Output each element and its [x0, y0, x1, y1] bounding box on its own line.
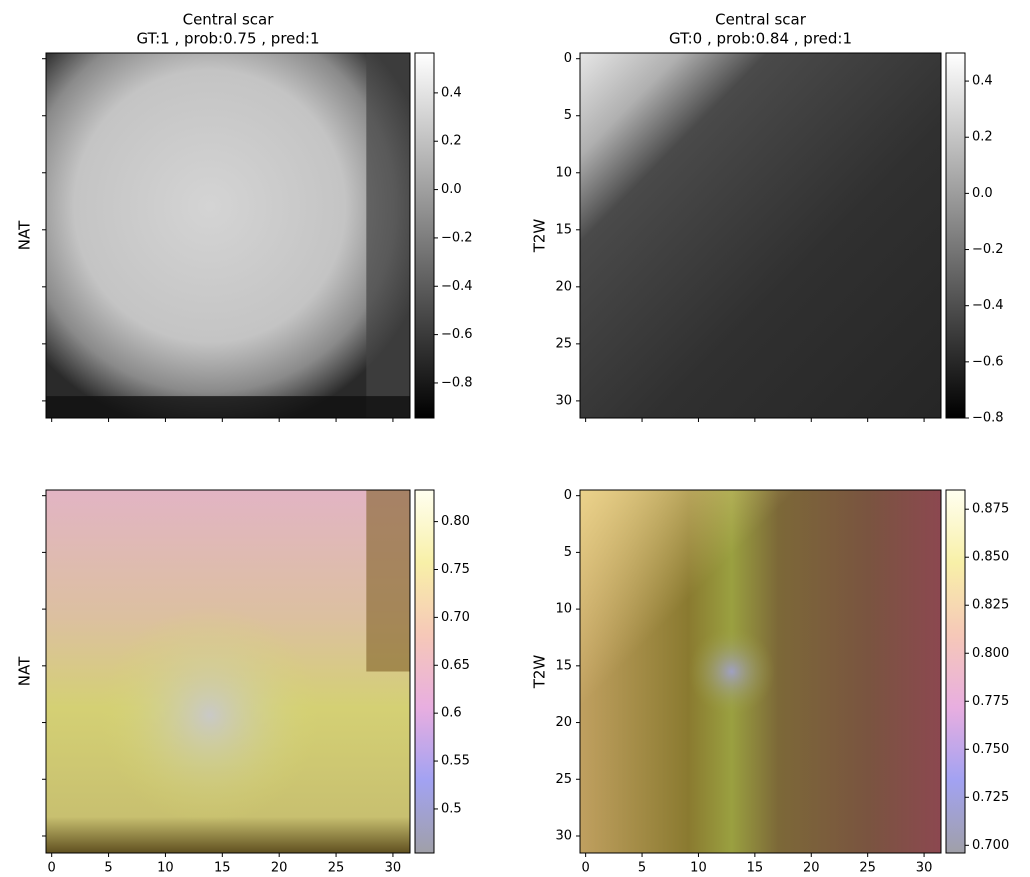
- colorbar: [945, 52, 966, 419]
- x-tick-label: 5: [104, 861, 112, 876]
- panel-subtitle: GT:1 , prob:0.75 , pred:1: [136, 30, 319, 48]
- image-region: [366, 53, 410, 418]
- x-tick-label: 10: [690, 861, 707, 876]
- colorbar-tick-label: 0.4: [972, 74, 993, 89]
- colorbar-tick-label: 0.0: [972, 186, 993, 201]
- y-axis-label: T2W: [531, 655, 549, 690]
- colorbar-tick-label: 0.75: [441, 562, 470, 577]
- y-tick-label: 10: [555, 602, 572, 617]
- colorbar: [414, 489, 435, 854]
- colorbar-tick-label: 0.850: [972, 550, 1009, 565]
- x-tick-label: 20: [803, 861, 820, 876]
- x-tick-label: 30: [385, 861, 402, 876]
- image-region: [46, 490, 410, 853]
- x-tick-label: 30: [916, 861, 933, 876]
- colorbar-tick-label: 0.875: [972, 502, 1009, 517]
- y-tick-label: 10: [555, 165, 572, 180]
- x-tick-label: 0: [48, 861, 56, 876]
- colorbar-tick-label: 0.5: [441, 801, 462, 816]
- y-tick-label: 5: [564, 545, 572, 560]
- x-tick-label: 25: [859, 861, 876, 876]
- colorbar-tick-label: 0.775: [972, 694, 1009, 709]
- image-region: [46, 396, 410, 418]
- y-axis-label: NAT: [16, 656, 34, 686]
- x-tick-label: 20: [271, 861, 288, 876]
- image-region: [580, 53, 941, 418]
- axes-frame: [579, 489, 942, 854]
- colorbar-tick-label: 0.80: [441, 514, 470, 529]
- axes-frame: [45, 52, 411, 419]
- colorbar-tick-label: 0.2: [972, 130, 993, 145]
- colorbar-tick-label: −0.2: [972, 242, 1004, 257]
- y-tick-label: 15: [555, 222, 572, 237]
- y-tick-label: 30: [555, 393, 572, 408]
- y-tick-label: 0: [564, 488, 572, 503]
- colorbar-tick-label: 0.800: [972, 646, 1009, 661]
- colorbar-tick-label: 0.55: [441, 754, 470, 769]
- y-tick-label: 5: [564, 108, 572, 123]
- x-tick-label: 5: [638, 861, 646, 876]
- colorbar-tick-label: −0.6: [441, 327, 473, 342]
- colorbar-tick-label: −0.8: [972, 411, 1004, 426]
- colorbar-tick-label: 0.4: [441, 85, 462, 100]
- panel: 0 5 10 15 20 25 30 NAT 0.5 0.55 0.6 0.65 0.70 0.75 0.8…: [16, 489, 470, 876]
- y-axis-label: T2W: [531, 219, 549, 254]
- colorbar: [414, 52, 435, 419]
- colorbar-tick-label: 0.0: [441, 182, 462, 197]
- colorbar-tick-label: 0.825: [972, 598, 1009, 613]
- panel-title: Central scar: [183, 11, 275, 29]
- colorbar-tick-label: 0.65: [441, 658, 470, 673]
- panel-title: Central scar: [715, 11, 807, 29]
- panel-subtitle: GT:0 , prob:0.84 , pred:1: [669, 30, 852, 48]
- image-region: [366, 490, 410, 672]
- x-tick-label: 10: [157, 861, 174, 876]
- colorbar-tick-label: −0.6: [972, 354, 1004, 369]
- image-region: [580, 490, 941, 853]
- y-tick-label: 0: [564, 51, 572, 66]
- x-tick-label: 0: [582, 861, 590, 876]
- colorbar-tick-label: 0.6: [441, 706, 462, 721]
- y-tick-label: 25: [555, 772, 572, 787]
- image-region: [46, 53, 410, 418]
- y-tick-label: 20: [555, 715, 572, 730]
- x-tick-label: 25: [328, 861, 345, 876]
- y-tick-label: 20: [555, 279, 572, 294]
- colorbar: [945, 489, 966, 854]
- colorbar-tick-label: 0.700: [972, 838, 1009, 853]
- y-axis-label: NAT: [16, 220, 34, 250]
- y-tick-label: 30: [555, 828, 572, 843]
- colorbar-tick-label: 0.750: [972, 742, 1009, 757]
- axes-frame: [45, 489, 411, 854]
- axes-frame: [579, 52, 942, 419]
- colorbar-tick-label: −0.2: [441, 230, 473, 245]
- colorbar-tick-label: −0.4: [972, 298, 1004, 313]
- y-tick-label: 25: [555, 336, 572, 351]
- panel: 0 5 10 15 20 25 30 0 5 10 15 20 25 30 T2W 0.700 0.725 0.7…: [531, 488, 1010, 875]
- x-tick-label: 15: [214, 861, 231, 876]
- x-tick-label: 15: [747, 861, 764, 876]
- colorbar-tick-label: 0.2: [441, 134, 462, 149]
- colorbar-tick-label: 0.70: [441, 610, 470, 625]
- colorbar-tick-label: 0.725: [972, 790, 1009, 805]
- y-tick-label: 15: [555, 658, 572, 673]
- colorbar-tick-label: −0.8: [441, 375, 473, 390]
- colorbar-tick-label: −0.4: [441, 279, 473, 294]
